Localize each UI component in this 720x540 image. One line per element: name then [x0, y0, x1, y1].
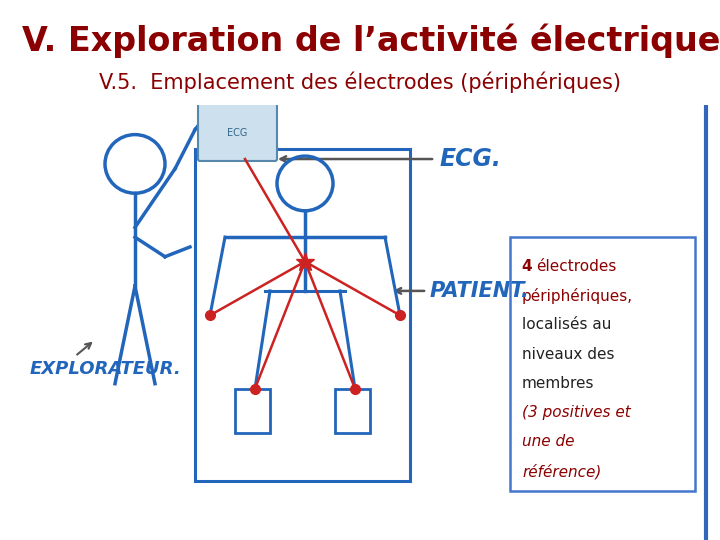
Text: 4: 4 [522, 259, 538, 274]
Text: localisés au: localisés au [522, 318, 611, 332]
Text: périphériques,: périphériques, [522, 288, 633, 304]
Text: (3 positives et: (3 positives et [522, 405, 631, 420]
Text: ECG: ECG [227, 127, 247, 138]
Text: référence): référence) [522, 464, 601, 480]
Bar [235, 389, 270, 433]
Bar [335, 389, 370, 433]
Bar [195, 149, 410, 481]
Text: électrodes: électrodes [536, 259, 616, 274]
Text: V. Exploration de l’activité électrique cardiaque: V. Exploration de l’activité électrique … [22, 23, 720, 58]
Text: V.5.  Emplacement des électrodes (périphériques): V.5. Emplacement des électrodes (périphé… [99, 71, 621, 93]
Text: ECG.: ECG. [440, 147, 502, 171]
Text: membres: membres [522, 376, 595, 391]
Text: PATIENT.: PATIENT. [430, 281, 530, 301]
Bar [510, 237, 695, 491]
FancyBboxPatch shape [198, 103, 277, 161]
Text: EXPLORATEUR.: EXPLORATEUR. [30, 360, 181, 378]
Text: une de: une de [522, 435, 575, 449]
Text: niveaux des: niveaux des [522, 347, 614, 362]
